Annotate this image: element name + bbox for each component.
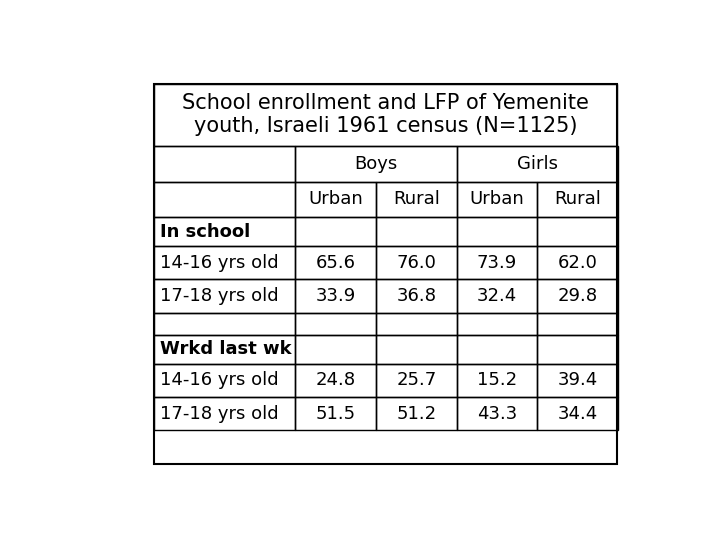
Bar <box>295 335 376 363</box>
Bar <box>154 363 295 397</box>
Bar <box>376 217 456 246</box>
Bar <box>295 313 376 335</box>
Text: 25.7: 25.7 <box>396 372 436 389</box>
Text: 17-18 yrs old: 17-18 yrs old <box>160 287 279 305</box>
Bar <box>537 397 618 430</box>
Bar <box>295 146 456 181</box>
Bar <box>376 279 456 313</box>
Bar <box>456 313 537 335</box>
Text: Boys: Boys <box>354 155 397 173</box>
Bar <box>295 181 376 217</box>
Bar <box>295 279 376 313</box>
Bar <box>537 313 618 335</box>
Text: 76.0: 76.0 <box>397 254 436 272</box>
Bar <box>537 246 618 279</box>
Text: 15.2: 15.2 <box>477 372 517 389</box>
Bar <box>154 84 617 146</box>
Bar <box>456 363 537 397</box>
Text: 34.4: 34.4 <box>557 405 598 423</box>
Text: Rural: Rural <box>554 191 601 208</box>
Bar <box>376 246 456 279</box>
Text: 36.8: 36.8 <box>396 287 436 305</box>
Bar <box>154 146 295 181</box>
Bar <box>456 279 537 313</box>
Bar <box>376 363 456 397</box>
Bar <box>154 279 295 313</box>
Text: 65.6: 65.6 <box>316 254 356 272</box>
Bar <box>154 84 617 464</box>
Bar <box>376 397 456 430</box>
Bar <box>537 335 618 363</box>
Text: 17-18 yrs old: 17-18 yrs old <box>160 405 279 423</box>
Text: Urban: Urban <box>469 191 524 208</box>
Bar <box>376 181 456 217</box>
Text: Wrkd last wk: Wrkd last wk <box>160 340 292 358</box>
Bar <box>456 217 537 246</box>
Bar <box>537 279 618 313</box>
Bar <box>456 146 618 181</box>
Text: 32.4: 32.4 <box>477 287 517 305</box>
Text: School enrollment and LFP of Yemenite
youth, Israeli 1961 census (N=1125): School enrollment and LFP of Yemenite yo… <box>182 93 589 137</box>
Text: 14-16 yrs old: 14-16 yrs old <box>160 372 279 389</box>
Text: 51.5: 51.5 <box>315 405 356 423</box>
Bar <box>376 335 456 363</box>
Text: 33.9: 33.9 <box>315 287 356 305</box>
Text: 24.8: 24.8 <box>315 372 356 389</box>
Bar <box>537 363 618 397</box>
Bar <box>295 397 376 430</box>
Text: 62.0: 62.0 <box>557 254 598 272</box>
Bar <box>154 181 295 217</box>
Text: Urban: Urban <box>308 191 363 208</box>
Bar <box>295 217 376 246</box>
Bar <box>456 246 537 279</box>
Bar <box>376 313 456 335</box>
Bar <box>295 246 376 279</box>
Bar <box>295 363 376 397</box>
Bar <box>154 217 295 246</box>
Bar <box>456 335 537 363</box>
Text: Rural: Rural <box>393 191 440 208</box>
Bar <box>154 313 295 335</box>
Text: In school: In school <box>160 222 250 240</box>
Bar <box>154 246 295 279</box>
Text: 29.8: 29.8 <box>557 287 598 305</box>
Bar <box>456 397 537 430</box>
Bar <box>154 397 295 430</box>
Bar <box>537 181 618 217</box>
Bar <box>154 335 295 363</box>
Text: Girls: Girls <box>517 155 558 173</box>
Bar <box>537 217 618 246</box>
Text: 51.2: 51.2 <box>396 405 436 423</box>
Text: 14-16 yrs old: 14-16 yrs old <box>160 254 279 272</box>
Text: 43.3: 43.3 <box>477 405 517 423</box>
Bar <box>456 181 537 217</box>
Text: 39.4: 39.4 <box>557 372 598 389</box>
Text: 73.9: 73.9 <box>477 254 517 272</box>
